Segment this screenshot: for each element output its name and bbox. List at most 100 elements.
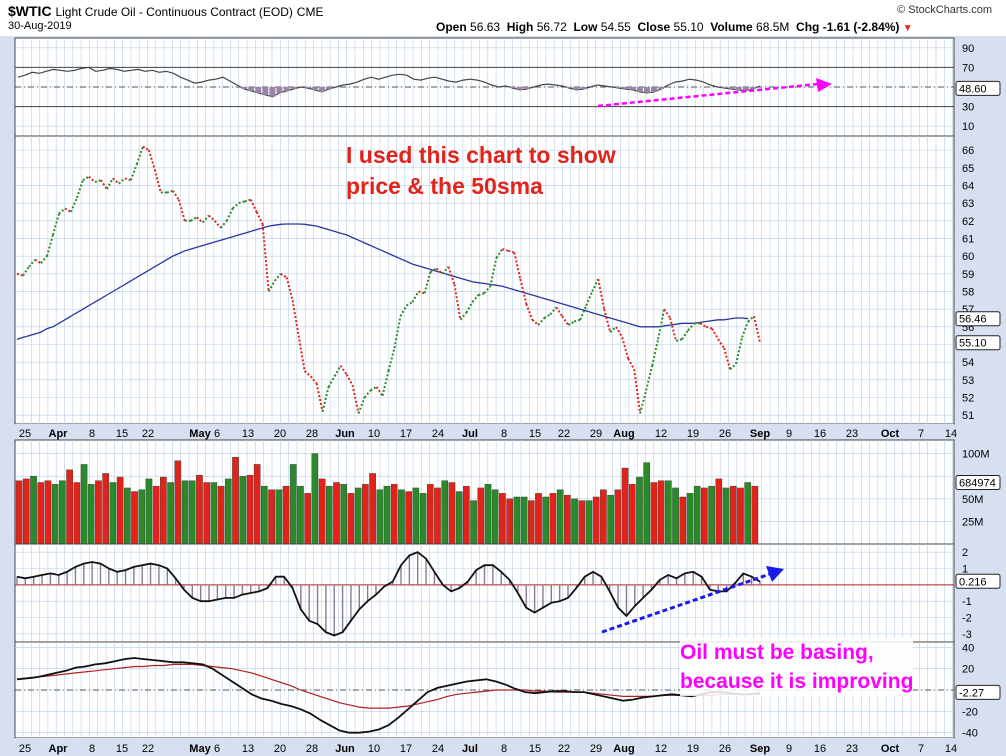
price-segment (280, 272, 288, 279)
price-segment (303, 370, 312, 378)
volume-bar (585, 500, 593, 545)
x-axis-label-top: 17 (400, 428, 412, 440)
volume-bar (333, 482, 340, 545)
price-segment (58, 207, 66, 215)
price-segment (675, 338, 683, 342)
brand-label: © StockCharts.com (897, 4, 992, 16)
volume-bar (210, 482, 218, 545)
volume-bar (362, 484, 369, 545)
x-axis-label-top: 12 (655, 428, 667, 440)
price-segment (124, 177, 132, 182)
price-segment (699, 322, 707, 328)
price-segment (244, 198, 251, 203)
price-segment (453, 284, 462, 320)
x-axis-label-bottom: Sep (750, 743, 770, 755)
volume-bar (744, 482, 751, 545)
histogram-panel (14, 543, 955, 643)
price-segment (567, 320, 575, 326)
price-segment (118, 177, 126, 185)
price-segment (483, 285, 492, 294)
volume-bar (217, 485, 225, 545)
volume-bar (318, 478, 326, 545)
oscillator-current-label-box (955, 684, 1001, 700)
volume-bar (376, 489, 384, 545)
price-segment (651, 338, 660, 366)
volume-bar (188, 480, 196, 545)
x-axis-label-bottom: Apr (49, 743, 69, 755)
volume-bar (455, 491, 463, 545)
volume-bar (701, 487, 708, 545)
close-label: Close (637, 20, 671, 34)
price-segment (64, 207, 72, 213)
volume-bar (347, 493, 355, 545)
high-label: High (506, 20, 534, 34)
volume-bar (246, 475, 254, 545)
histogram-line (16, 551, 761, 637)
x-axis-label-top: 15 (116, 428, 128, 440)
indicator-tick-label: 70 (962, 62, 974, 74)
price-segment (585, 291, 594, 307)
volume-bar (181, 480, 189, 545)
x-axis-label-bottom: 20 (274, 743, 286, 755)
x-axis-label-bottom: 28 (306, 743, 318, 755)
price-segment (351, 384, 360, 414)
x-axis-label-top: 9 (786, 428, 792, 440)
x-axis-label-top: 10 (368, 428, 380, 440)
volume-bar (405, 491, 412, 545)
price-segment (232, 202, 240, 210)
price-segment (196, 216, 204, 224)
price-tick-label: 63 (962, 198, 974, 210)
price-segment (597, 278, 606, 310)
x-axis-label-bottom: 19 (687, 743, 699, 755)
price-segment (747, 315, 755, 323)
low-value: 54.55 (600, 20, 631, 34)
volume-bar (470, 500, 477, 545)
oscillator-signal-line (16, 663, 760, 709)
volume-bar (679, 496, 687, 545)
x-axis-label-bottom: 25 (19, 743, 31, 755)
x-axis-label-bottom: May (189, 743, 211, 755)
volume-bar (708, 485, 715, 545)
x-axis-label-top: 7 (918, 428, 924, 440)
price-segment (393, 316, 402, 349)
price-segment (531, 319, 539, 326)
volume-tick-label: 100M (962, 449, 990, 461)
price-segment (88, 175, 96, 183)
annotation-magenta: Oil must be basing, because it is improv… (680, 638, 914, 696)
x-axis-label-bottom: 8 (501, 743, 507, 755)
price-segment (363, 389, 372, 399)
price-segment (471, 294, 480, 303)
price-segment (561, 315, 570, 326)
exchange-code: CME (296, 5, 324, 19)
price-segment (190, 216, 198, 222)
volume-bar (643, 462, 650, 545)
volume-bar (340, 484, 348, 545)
price-segment (315, 383, 324, 412)
volume-bar (412, 487, 420, 545)
volume-bar (23, 478, 30, 545)
annotation-magenta-line1: Oil must be basing, (680, 641, 874, 664)
volume-bar (441, 480, 449, 545)
price-segment (495, 248, 504, 259)
price-segment (705, 325, 713, 330)
price-segment (657, 308, 666, 340)
price-segment (753, 316, 761, 343)
chg-label: Chg (796, 20, 820, 34)
price-segment (537, 317, 546, 326)
indicator-line (17, 66, 761, 98)
histogram-tick-label: -3 (962, 629, 972, 641)
x-axis-label-bottom: 29 (590, 743, 602, 755)
histogram-tick-label: 1 (962, 564, 968, 576)
volume-bar (102, 473, 109, 545)
price-tick-label: 62 (962, 216, 974, 228)
annotation-magenta-line2: because it is improving (680, 670, 914, 693)
price-tick-label: 64 (962, 180, 974, 192)
annotation-red-line2: price & the 50sma (346, 173, 543, 199)
volume-bar (737, 487, 744, 545)
low-label: Low (573, 20, 598, 34)
price-tick-label: 59 (962, 269, 974, 281)
price-segment (291, 300, 300, 336)
price-segment (441, 266, 450, 275)
price-segment (94, 179, 102, 183)
volume-bar (636, 476, 643, 545)
